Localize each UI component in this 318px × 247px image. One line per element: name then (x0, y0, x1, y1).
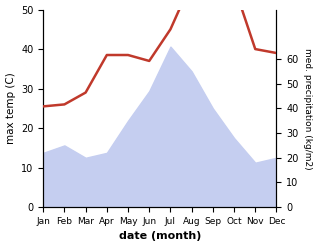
X-axis label: date (month): date (month) (119, 231, 201, 242)
Y-axis label: max temp (C): max temp (C) (5, 72, 16, 144)
Y-axis label: med. precipitation (kg/m2): med. precipitation (kg/m2) (303, 48, 313, 169)
